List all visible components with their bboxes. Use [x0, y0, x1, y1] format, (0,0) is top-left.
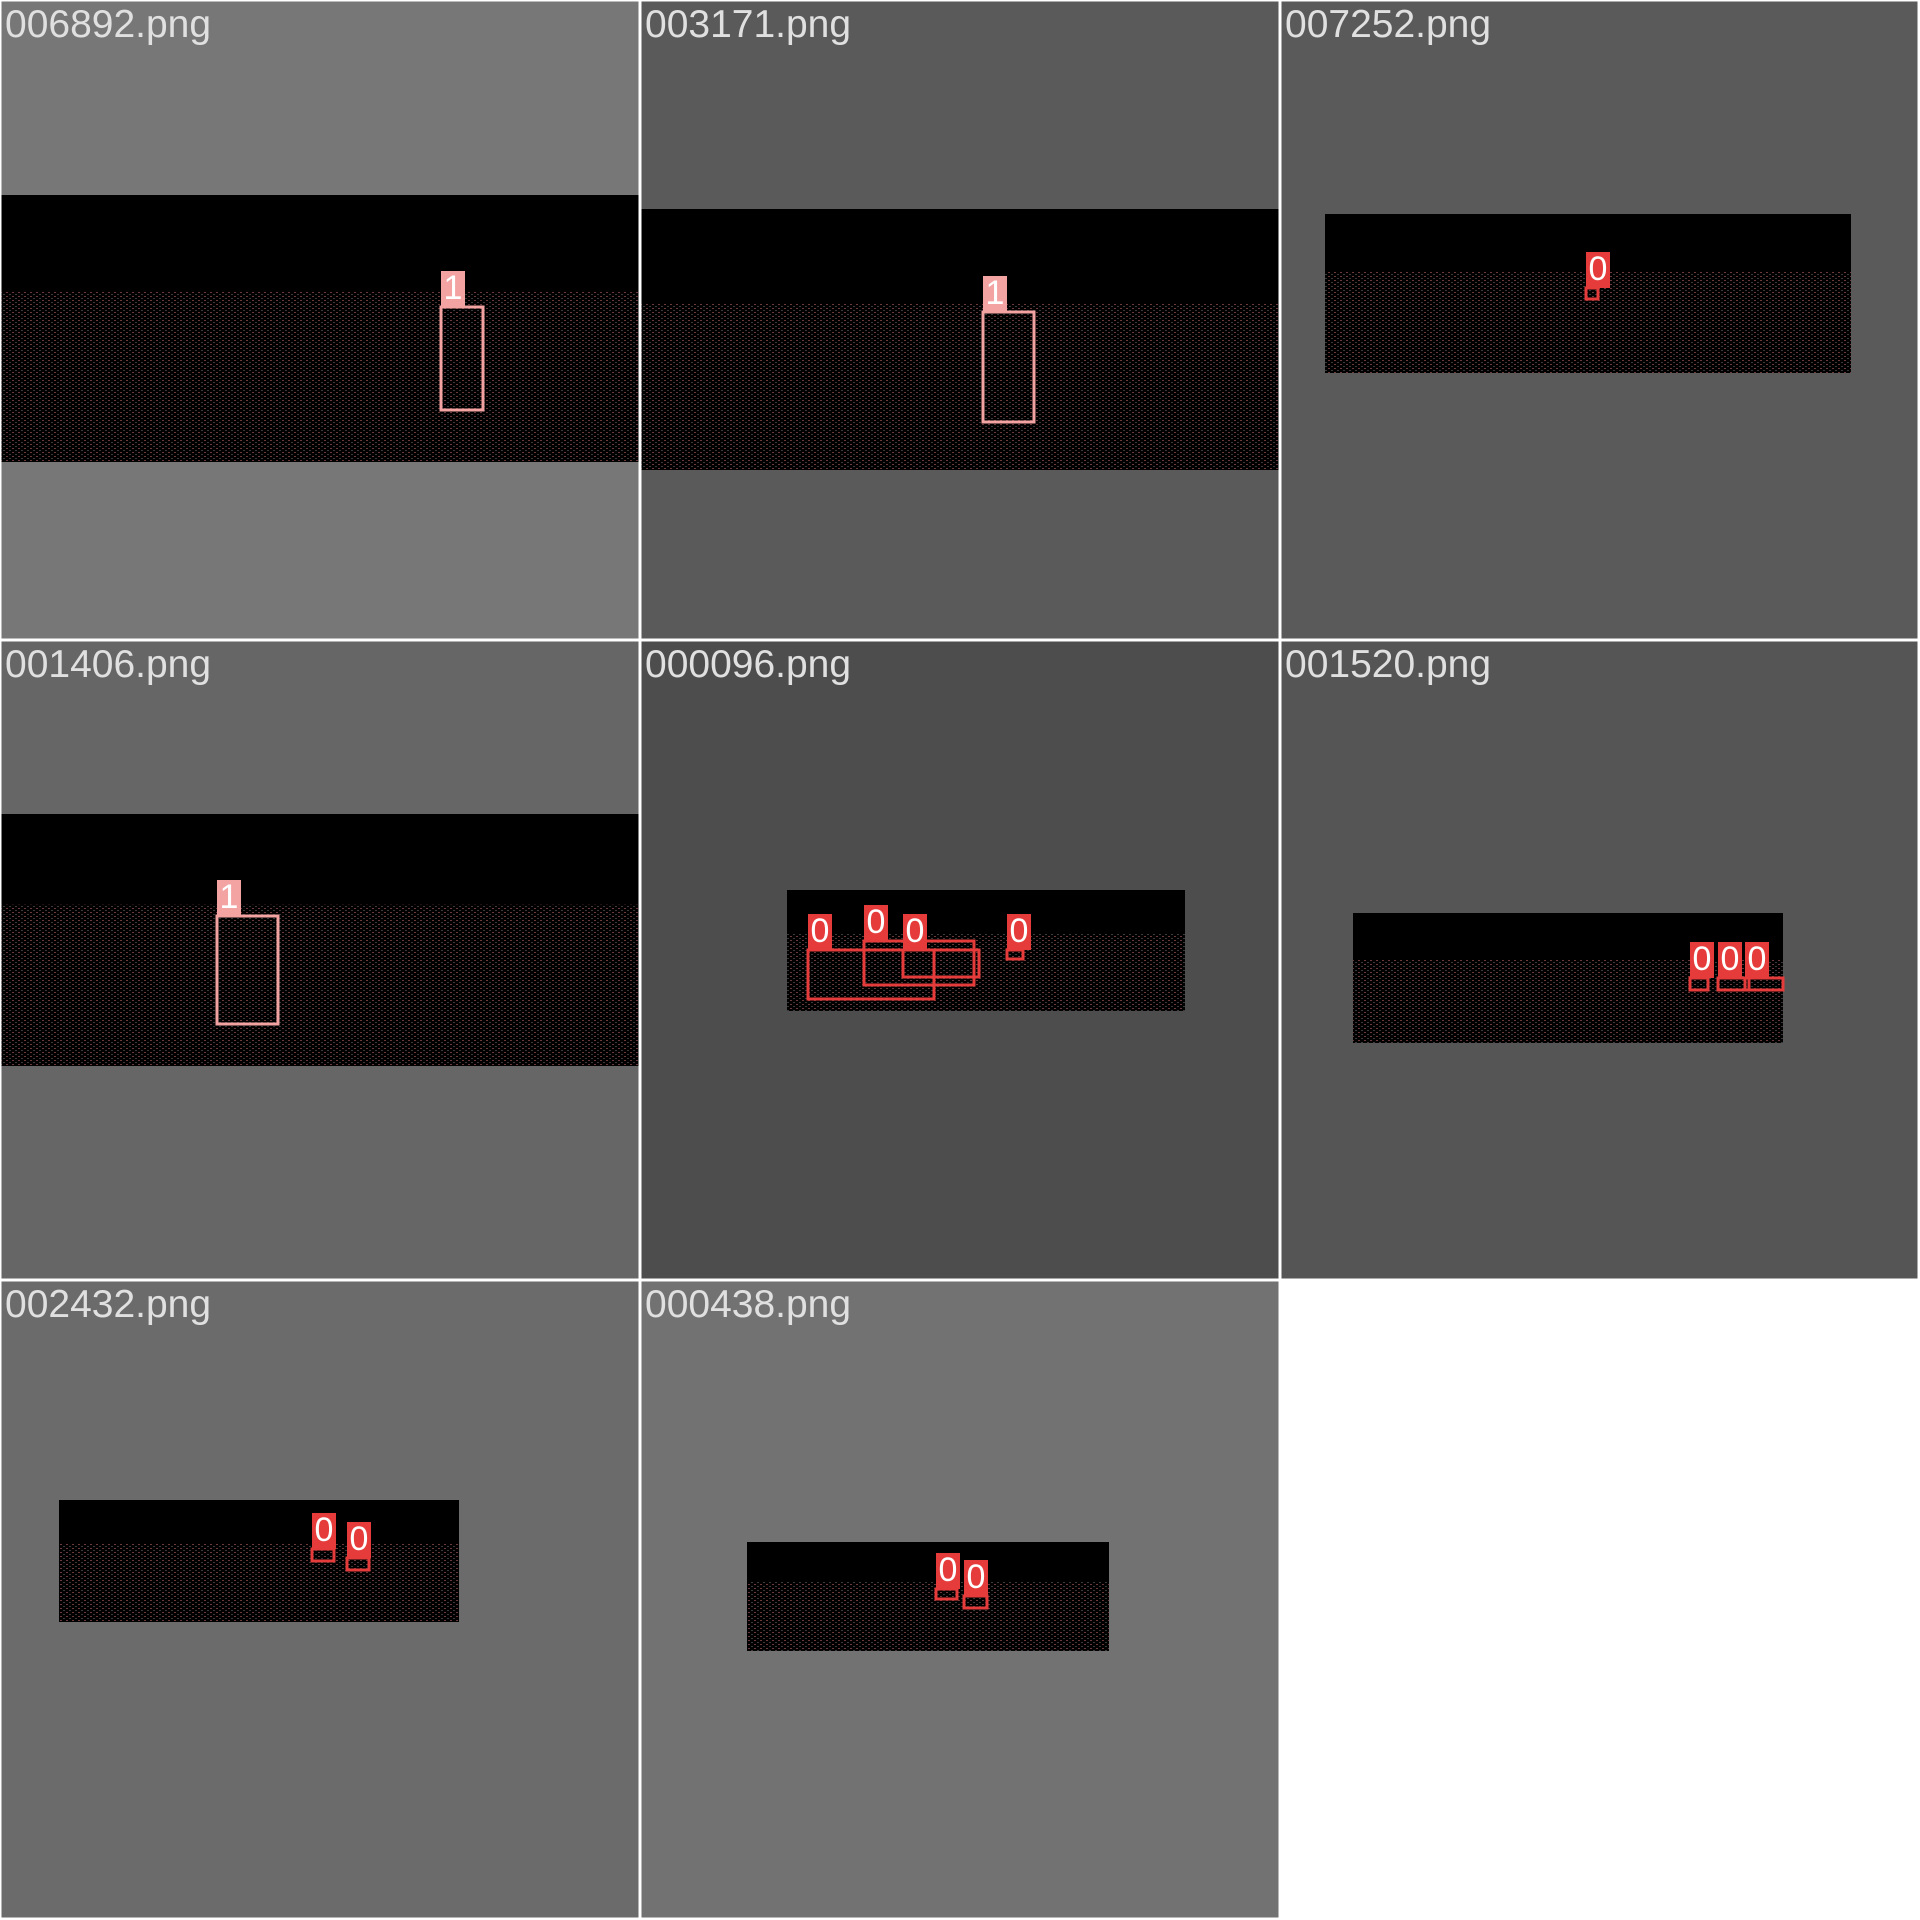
box-label: 0 — [939, 1551, 958, 1589]
filename: 001520.png — [1285, 643, 1491, 686]
point-cloud — [640, 302, 1280, 470]
box-label: 0 — [967, 1558, 986, 1596]
point-cloud — [0, 904, 640, 1066]
label-background — [983, 276, 1007, 312]
box-label: 0 — [1748, 940, 1767, 978]
tile: 0 0 0 001520.png — [1280, 640, 1920, 1280]
point-cloud — [59, 1543, 459, 1622]
label-background — [1007, 914, 1031, 950]
box-label: 0 — [1693, 940, 1712, 978]
box-label: 0 — [315, 1511, 334, 1549]
bounding-box — [806, 948, 936, 1001]
label-background — [1718, 942, 1742, 978]
label-background — [1690, 942, 1714, 978]
label-background — [1745, 942, 1769, 978]
box-label: 0 — [867, 903, 886, 941]
box-label: 0 — [811, 912, 830, 950]
filename: 001406.png — [5, 643, 211, 686]
filename: 002432.png — [5, 1283, 211, 1326]
box-label: 1 — [220, 878, 239, 916]
box-label: 0 — [1010, 912, 1029, 950]
label-background — [864, 905, 888, 941]
label-background — [217, 880, 241, 916]
bounding-box — [981, 310, 1036, 424]
point-cloud — [747, 1581, 1109, 1651]
box-label: 1 — [986, 274, 1005, 312]
box-label: 0 — [350, 1520, 369, 1558]
box-label: 0 — [906, 912, 925, 950]
label-background — [347, 1522, 371, 1558]
point-cloud — [0, 291, 640, 462]
filename: 000438.png — [645, 1283, 851, 1326]
label-background — [312, 1513, 336, 1549]
filename: 007252.png — [1285, 3, 1491, 46]
tile: 1 006892.png — [0, 0, 640, 640]
tile: 1 001406.png — [0, 640, 640, 1280]
label-background — [936, 1553, 960, 1589]
label-background — [1586, 252, 1610, 288]
label-background — [903, 914, 927, 950]
tile: 0 0 000438.png — [640, 1280, 1280, 1920]
bounding-box — [215, 914, 280, 1026]
box-label: 0 — [1589, 250, 1608, 288]
filename: 003171.png — [645, 3, 851, 46]
tile: 1 003171.png — [640, 0, 1280, 640]
label-background — [964, 1560, 988, 1596]
tile: 0 007252.png — [1280, 0, 1920, 640]
label-background — [441, 271, 465, 307]
filename: 006892.png — [5, 3, 211, 46]
tile: 0 0 002432.png — [0, 1280, 640, 1920]
label-background — [808, 914, 832, 950]
bounding-box — [901, 948, 981, 979]
box-label: 1 — [444, 269, 463, 307]
box-label: 0 — [1721, 940, 1740, 978]
filename: 000096.png — [645, 643, 851, 686]
